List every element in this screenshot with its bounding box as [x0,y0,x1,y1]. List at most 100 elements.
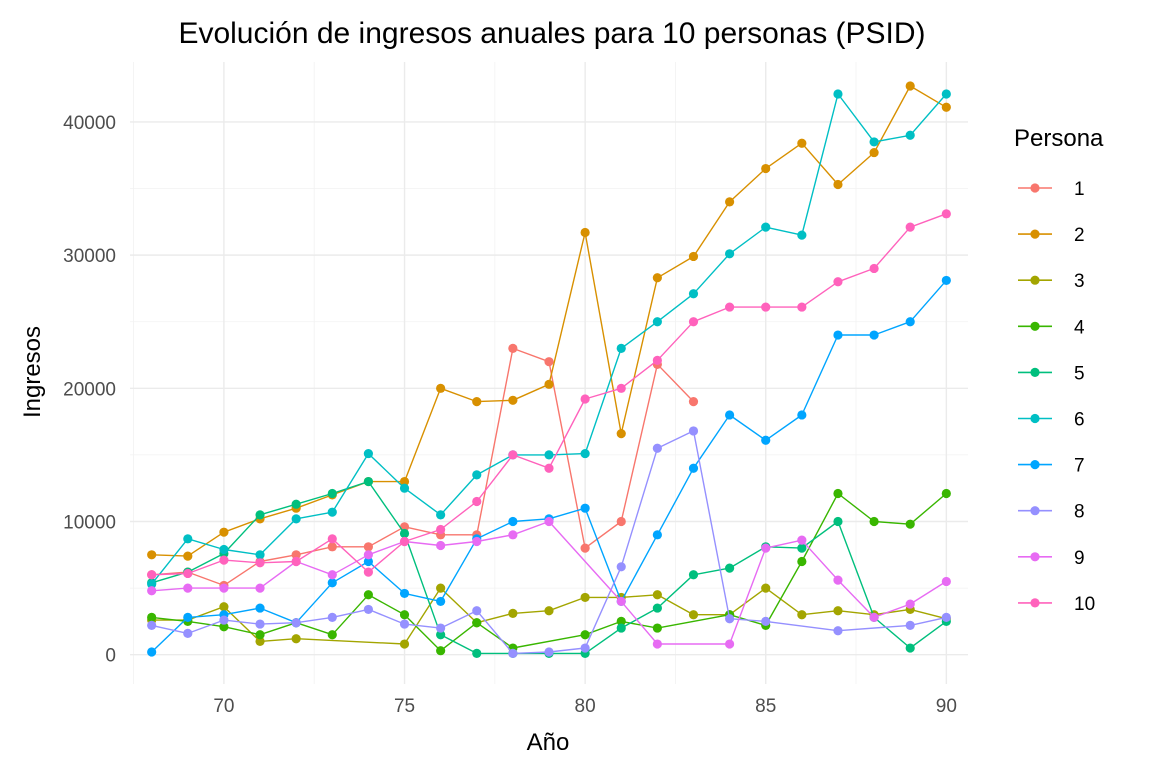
series-2 [147,81,951,561]
data-point [436,630,446,640]
data-point [327,507,337,517]
data-point [508,530,518,540]
data-point [761,163,771,174]
data-point [725,249,735,259]
data-point [761,435,771,445]
data-point [327,630,337,640]
series-line-6 [151,93,947,585]
data-point [833,89,843,99]
y-tick-label: 10000 [63,513,116,534]
data-point [183,583,193,593]
series-9 [147,516,951,649]
data-point [363,542,373,552]
y-axis-title: Ingresos [19,326,46,418]
legend-label: 8 [1074,502,1085,523]
data-point [905,81,915,91]
data-point [869,330,879,340]
data-point [508,343,518,353]
legend-item-3: 3 [1018,271,1085,292]
legend-title: Persona [1014,125,1104,152]
data-point [399,639,410,649]
data-point [725,197,735,207]
data-point [616,596,626,607]
data-point [797,556,807,567]
data-point [399,619,410,629]
data-point [652,443,662,453]
data-point [869,263,879,274]
data-point [147,620,157,630]
data-point [219,622,229,632]
series-line-9 [151,520,947,645]
data-point [544,463,554,473]
series-5 [147,476,951,658]
data-point [255,630,265,640]
data-point [580,643,590,653]
data-point [652,355,662,365]
data-point [363,604,373,615]
x-tick-label: 85 [755,696,776,717]
data-point [508,450,518,460]
data-point [363,448,373,459]
data-point [652,530,662,540]
data-point [616,383,626,393]
data-point [580,448,590,459]
data-point [436,524,446,535]
data-point [544,379,554,389]
data-point [688,317,699,327]
data-point [508,516,518,527]
data-point [399,528,410,539]
legend-label: 10 [1074,594,1095,615]
data-point [905,620,915,630]
data-point [688,463,699,473]
data-point [327,570,337,580]
data-point [833,488,843,499]
data-point [219,544,229,555]
data-point [436,540,446,551]
data-point [327,578,337,588]
data-point [725,302,735,312]
data-point [183,568,193,579]
legend-items: 1 2 3 4 5 6 7 8 9 10 [1018,179,1095,615]
data-point [327,542,337,552]
x-tick-label: 75 [394,696,415,717]
data-point [688,610,699,620]
legend-label: 5 [1074,363,1085,384]
data-point [833,606,843,616]
data-point [869,516,879,527]
x-tick-label: 80 [575,696,596,717]
data-point [291,634,301,644]
y-tick-label: 40000 [63,113,116,134]
data-point [399,476,410,487]
data-point [580,227,590,238]
data-point [219,615,229,625]
data-point [327,612,337,623]
data-point [147,586,157,596]
legend-label: 7 [1074,456,1085,477]
x-tick-label: 90 [936,696,957,717]
series-layer [147,81,951,658]
data-point [544,516,554,527]
data-point [363,556,373,567]
data-point [725,639,735,649]
data-point [255,558,265,568]
legend-key-point [1030,413,1040,424]
data-point [472,618,482,628]
data-point [399,536,410,547]
legend-item-1: 1 [1018,179,1085,200]
x-tick-label: 70 [213,696,234,717]
data-point [941,209,951,219]
data-point [436,596,446,607]
data-point [905,222,915,232]
legend-item-8: 8 [1018,502,1085,523]
data-point [399,610,410,620]
data-point [616,562,626,572]
y-axis: 0 10000 20000 30000 40000 [63,113,116,667]
data-point [616,516,626,527]
data-point [652,590,662,600]
data-point [905,130,915,140]
data-point [652,317,662,327]
data-point [255,603,265,613]
data-point [580,543,590,553]
chart-title: Evolución de ingresos anuales para 10 pe… [178,17,925,50]
grid [130,62,968,684]
